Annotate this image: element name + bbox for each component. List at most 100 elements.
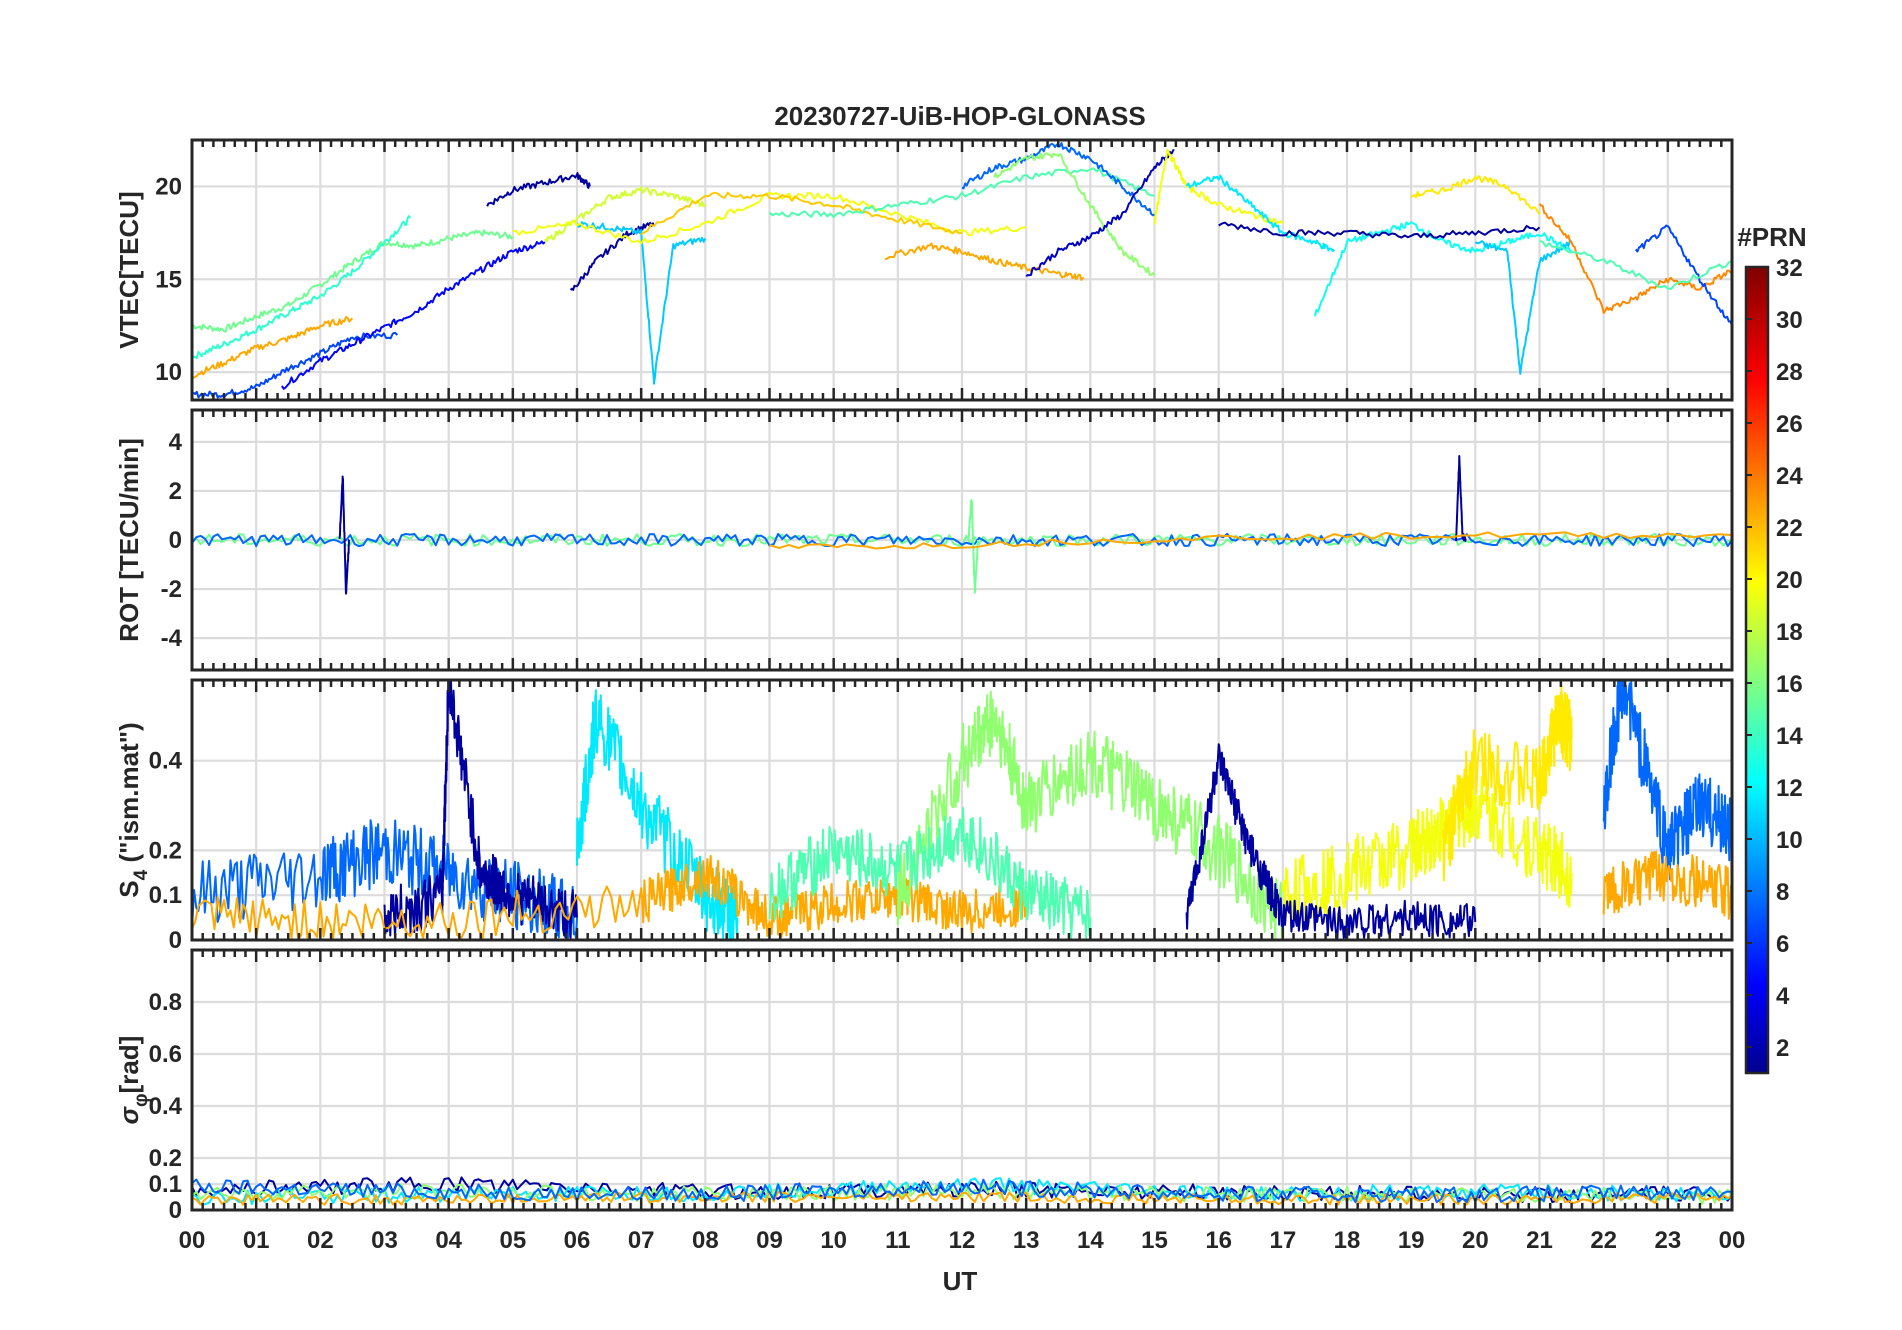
series-prn-2 [486,172,591,207]
x-tick-label: 05 [499,1227,526,1254]
x-tick-label: 20 [1462,1227,1489,1254]
y-tick-label: -2 [161,576,182,603]
series-prn-21 [1411,175,1541,215]
x-tick-label: 04 [435,1227,462,1254]
x-tick-label: 01 [243,1227,270,1254]
colorbar-tick-label: 16 [1776,671,1803,698]
x-tick-label: 00 [179,1227,206,1254]
x-tick-label: 15 [1141,1227,1168,1254]
colorbar-tick-label: 14 [1776,723,1803,750]
series-prn-15 [768,807,1092,939]
series-prn-11 [576,221,707,385]
series-prn-8 [192,532,1732,548]
x-tick-label: 16 [1205,1227,1232,1254]
series-prn-21 [1442,685,1573,882]
series-prn-12 [1185,174,1336,252]
series-prn-16 [192,229,514,333]
series-prn-8 [192,819,578,939]
series-prn-17 [993,152,1156,277]
y-tick-label: 0.8 [149,989,182,1016]
colorbar-tick-label: 20 [1776,567,1803,594]
series-prn-17 [896,690,1284,939]
x-axis-label: UT [943,1266,978,1296]
x-tick-label: 08 [692,1227,719,1254]
series-prn-12 [192,1177,1732,1206]
panel-frame [190,948,1734,1212]
y-tick-label: 0.1 [149,1171,182,1198]
x-tick-label: 00 [1719,1227,1746,1254]
colorbar-tick-label: 32 [1776,255,1803,282]
x-tick-label: 10 [820,1227,847,1254]
y-tick-label: 0.2 [149,1145,182,1172]
series-prn-23 [1602,850,1732,920]
series-prn-3 [1025,148,1175,277]
series-prn-19 [544,186,706,243]
series-prn-14 [192,215,412,360]
x-tick-label: 12 [949,1227,976,1254]
x-tick-label: 19 [1398,1227,1425,1254]
traces [192,455,1732,595]
colorbar-tick-label: 6 [1776,931,1789,958]
panel-frame [190,678,1734,942]
series-prn-2 [569,221,655,291]
y-tick-label: 0.4 [149,1093,183,1120]
colorbar-tick-label: 4 [1776,983,1790,1010]
x-tick-label: 06 [564,1227,591,1254]
series-prn-11 [1474,239,1573,375]
traces [192,142,1732,399]
y-tick-label: 0 [169,527,182,554]
colorbar-tick-label: 24 [1776,463,1803,490]
x-tick-label: 07 [628,1227,655,1254]
chart-title: 20230727-UiB-HOP-GLONASS [774,101,1145,131]
x-tick-label: 22 [1590,1227,1617,1254]
panel-s4: 0 0.1 0.2 0.4S4 ("ism.mat") [114,678,1734,954]
x-tick-label: 21 [1526,1227,1553,1254]
y-tick-label: 4 [169,429,183,456]
series-prn-16 [967,499,979,594]
x-tick-label: 09 [756,1227,783,1254]
series-prn-23 [192,316,354,379]
series-prn-23 [769,531,1732,550]
y-axis-label: S4 ("ism.mat") [114,722,152,897]
panel-vtec: 10 15 20 VTEC[TECU] [114,138,1734,402]
series-prn-23 [192,854,1028,939]
colorbar-tick-label: 8 [1776,879,1789,906]
series-prn-22 [640,191,963,236]
series-prn-5 [280,240,546,390]
y-tick-label: 15 [155,266,182,293]
x-tick-label: 03 [371,1227,398,1254]
series-prn-2 [1455,455,1467,542]
colorbar-tick-label: 10 [1776,827,1803,854]
colorbar-tick-label: 30 [1776,307,1803,334]
series-prn-23 [884,242,1085,281]
y-axis-label: VTEC[TECU] [114,191,144,348]
x-tick-labels: 00 01 02 03 04 05 06 07 08 09 10 11 12 13 14 15 16 17 18 19… [179,1227,1746,1254]
series-prn-20 [1281,775,1573,925]
colorbar-tick-label: 22 [1776,515,1803,542]
y-tick-label: -4 [161,625,183,652]
x-tick-label: 11 [885,1227,910,1254]
y-tick-label: 0 [169,927,182,954]
colorbar-tick-label: 28 [1776,359,1803,386]
x-tick-label: 18 [1334,1227,1361,1254]
series-prn-15 [1539,240,1732,290]
y-axis-label: ROT [TECU/min] [114,438,144,642]
x-tick-label: 17 [1269,1227,1296,1254]
y-tick-label: 10 [155,359,182,386]
series-prn-13 [1313,221,1573,317]
y-tick-label: 0.1 [149,882,182,909]
colorbar-tick-label: 12 [1776,775,1803,802]
y-tick-label: 0 [169,1197,182,1224]
series-prn-8 [961,142,1156,217]
colorbar-tick-label: 18 [1776,619,1803,646]
y-axis-label: σφ[rad] [114,1036,152,1125]
y-tick-label: 0.4 [149,748,183,775]
y-tick-label: 20 [155,173,182,200]
colorbar-scale [1744,265,1770,1075]
colorbar-tick-label: 26 [1776,411,1803,438]
y-tick-label: 0.6 [149,1041,182,1068]
panel-rot: -4 -2 0 2 4 ROT [TECU/min] [114,408,1734,672]
y-tick-label: 0.2 [149,837,182,864]
series-prn-16 [192,532,1732,547]
